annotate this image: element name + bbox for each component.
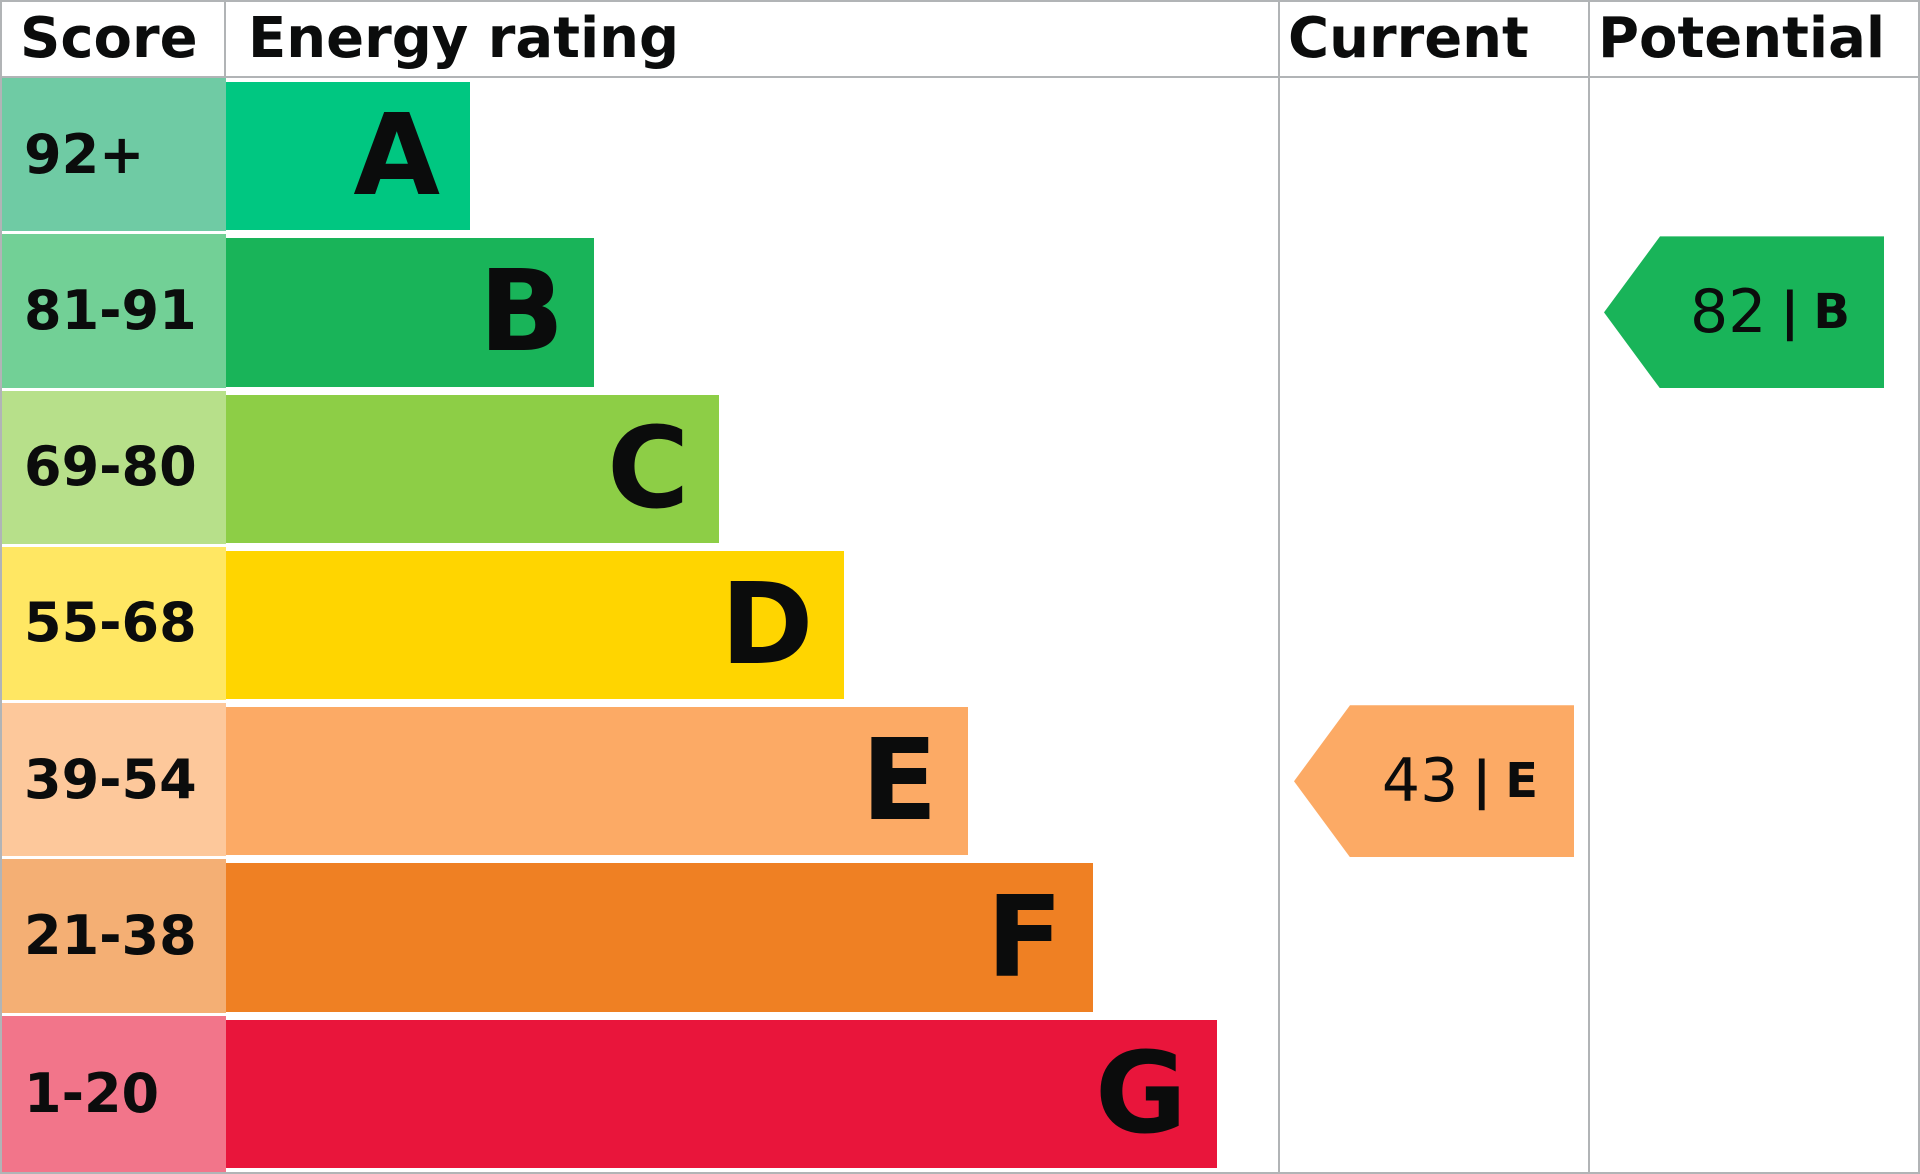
rating-bar-d: D <box>226 550 844 700</box>
band-row-f: 21-38 F <box>2 859 1918 1016</box>
score-range-label: 39-54 <box>24 747 197 811</box>
rating-bar-b: B <box>226 238 595 387</box>
current-band-letter: E <box>1505 753 1539 810</box>
rating-bar-g: G <box>226 1019 1217 1168</box>
score-range-label: 69-80 <box>24 435 197 499</box>
potential-value: 82 <box>1690 277 1767 348</box>
current-rating-arrow: 43 | E <box>1294 705 1574 858</box>
band-row-a: 92+ A <box>2 78 1918 235</box>
current-value: 43 <box>1381 746 1459 817</box>
rating-bar-a: A <box>226 82 471 231</box>
potential-rating-arrow: 82 | B <box>1604 236 1884 389</box>
potential-cell-b: 82 | B <box>1588 234 1918 391</box>
band-letter-e: E <box>861 716 938 847</box>
score-range-b: 81-91 <box>2 234 226 388</box>
score-range-d: 55-68 <box>2 546 226 701</box>
rating-bar-cell-d: D <box>226 547 1278 703</box>
score-range-label: 92+ <box>24 122 145 186</box>
band-letter-b: B <box>478 247 565 378</box>
rating-bar-e: E <box>226 707 968 856</box>
rating-bar-cell-g: G <box>226 1016 1278 1172</box>
current-cell-e: 43 | E <box>1278 703 1588 860</box>
header-energy-rating: Energy rating <box>248 6 680 71</box>
score-range-label: 21-38 <box>24 904 197 968</box>
rating-bar-cell-f: F <box>226 859 1278 1015</box>
score-range-c: 69-80 <box>2 390 226 544</box>
potential-cell-d <box>1588 546 1918 704</box>
band-letter-g: G <box>1095 1028 1187 1159</box>
rating-bar-cell-b: B <box>226 234 1278 390</box>
band-letter-d: D <box>720 559 814 690</box>
score-range-label: 1-20 <box>24 1061 160 1125</box>
current-cell-b <box>1278 234 1588 391</box>
rating-bar-cell-c: C <box>226 391 1278 547</box>
current-separator: | <box>1472 751 1492 812</box>
potential-cell-c <box>1588 390 1918 547</box>
band-row-b: 81-91 B 82 | B <box>2 234 1918 391</box>
score-range-a: 92+ <box>2 78 226 232</box>
potential-separator: | <box>1780 282 1800 343</box>
band-row-g: 1-20 G <box>2 1015 1918 1172</box>
score-range-g: 1-20 <box>2 1015 226 1172</box>
potential-cell-e <box>1588 703 1918 860</box>
potential-cell-g <box>1588 1015 1918 1172</box>
current-cell-d <box>1278 546 1588 704</box>
rating-bar-cell-e: E <box>226 703 1278 859</box>
score-range-f: 21-38 <box>2 859 226 1013</box>
rating-bar-cell-a: A <box>226 78 1278 234</box>
current-cell-a <box>1278 78 1588 235</box>
header-current: Current <box>1278 2 1588 76</box>
band-letter-f: F <box>986 872 1063 1003</box>
rating-bar-f: F <box>226 863 1093 1012</box>
score-range-label: 55-68 <box>24 591 197 655</box>
chart-header: Score Energy rating Current Potential <box>2 2 1918 78</box>
header-score: Score <box>2 2 226 76</box>
score-range-label: 81-91 <box>24 278 197 342</box>
potential-cell-f <box>1588 859 1918 1016</box>
header-potential: Potential <box>1588 2 1918 76</box>
band-letter-a: A <box>353 91 441 222</box>
potential-cell-a <box>1588 78 1918 235</box>
current-cell-f <box>1278 859 1588 1016</box>
chart-body: 92+ A 81-91 B 82 <box>2 78 1918 1172</box>
band-letter-c: C <box>607 403 690 534</box>
potential-band-letter: B <box>1813 284 1850 341</box>
score-range-e: 39-54 <box>2 703 226 857</box>
band-row-d: 55-68 D <box>2 546 1918 704</box>
band-row-e: 39-54 E 43 | E <box>2 703 1918 860</box>
band-row-c: 69-80 C <box>2 390 1918 547</box>
current-cell-g <box>1278 1015 1588 1172</box>
rating-bar-c: C <box>226 394 720 543</box>
current-cell-c <box>1278 390 1588 547</box>
